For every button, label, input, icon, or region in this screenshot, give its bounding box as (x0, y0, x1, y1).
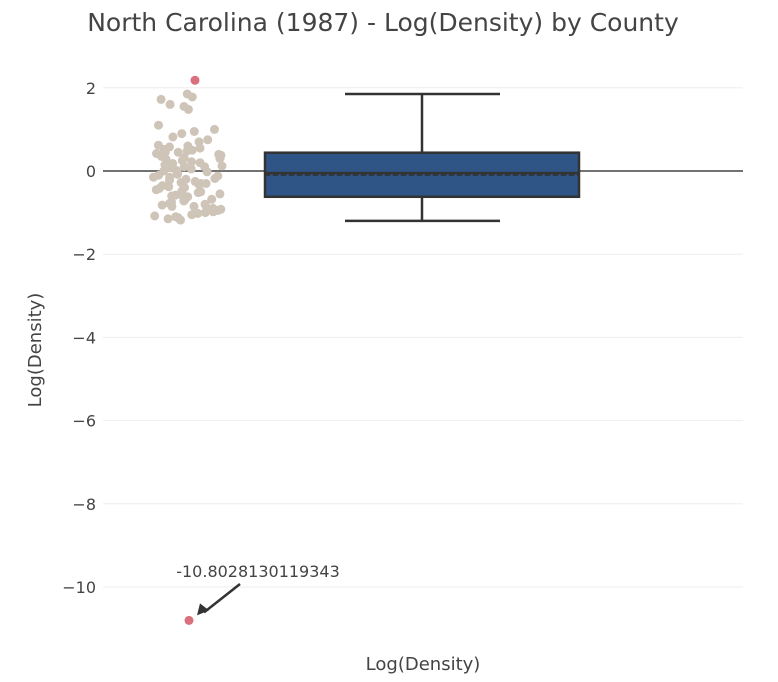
y-tick-label: −10 (62, 578, 96, 597)
data-point[interactable] (167, 191, 177, 201)
data-point[interactable] (182, 146, 192, 156)
data-point[interactable] (186, 164, 196, 174)
data-point[interactable] (189, 201, 199, 211)
data-point[interactable] (193, 188, 203, 198)
data-point[interactable] (207, 194, 217, 204)
data-point[interactable] (173, 169, 182, 179)
annotation-text: -10.8028130119343 (176, 562, 340, 581)
data-point[interactable] (208, 207, 218, 217)
data-point[interactable] (183, 104, 193, 114)
y-tick-label: 2 (86, 79, 96, 98)
chart-title: North Carolina (1987) - Log(Density) by … (87, 8, 679, 37)
data-point[interactable] (165, 175, 174, 185)
y-tick-label: 0 (86, 162, 96, 181)
data-point[interactable] (215, 189, 225, 199)
y-axis-title: Log(Density) (25, 293, 46, 408)
data-point[interactable] (163, 214, 173, 224)
data-point[interactable] (189, 127, 199, 136)
data-point[interactable] (200, 162, 210, 172)
x-axis-title: Log(Density) (366, 654, 481, 675)
data-point[interactable] (210, 174, 220, 183)
y-tick-label: −8 (72, 495, 96, 514)
y-tick-label: −4 (72, 328, 96, 347)
data-point[interactable] (187, 210, 197, 220)
y-tick-label: −6 (72, 412, 96, 431)
data-points (149, 75, 227, 625)
data-point[interactable] (164, 182, 174, 192)
data-point[interactable] (187, 92, 197, 102)
outlier-point-high[interactable] (190, 75, 200, 85)
data-point[interactable] (154, 120, 163, 130)
annotation-arrow (203, 583, 241, 614)
data-point[interactable] (203, 135, 213, 145)
data-point[interactable] (215, 154, 225, 163)
y-tick-labels: 2 0 −2 −4 −6 −8 −10 (62, 79, 96, 597)
data-point[interactable] (200, 208, 210, 218)
data-point[interactable] (149, 172, 158, 182)
data-point[interactable] (176, 215, 185, 225)
outlier-point-low[interactable] (184, 615, 194, 625)
data-point[interactable] (179, 162, 189, 172)
y-tick-label: −2 (72, 245, 96, 264)
data-point[interactable] (179, 196, 189, 206)
data-point[interactable] (187, 157, 196, 167)
arrow-head (197, 603, 209, 616)
data-point[interactable] (168, 132, 178, 142)
data-point[interactable] (217, 161, 227, 171)
data-point[interactable] (195, 143, 205, 153)
data-point[interactable] (173, 147, 183, 157)
outlier-annotation: -10.8028130119343 (176, 562, 340, 616)
data-point[interactable] (210, 124, 219, 134)
data-point[interactable] (156, 94, 166, 104)
data-point[interactable] (157, 200, 167, 210)
data-point[interactable] (177, 129, 187, 139)
data-point[interactable] (196, 179, 206, 188)
data-point[interactable] (151, 185, 161, 195)
box-plot[interactable] (263, 92, 581, 223)
data-point[interactable] (167, 201, 177, 211)
data-point[interactable] (150, 211, 160, 221)
data-point[interactable] (165, 99, 175, 109)
